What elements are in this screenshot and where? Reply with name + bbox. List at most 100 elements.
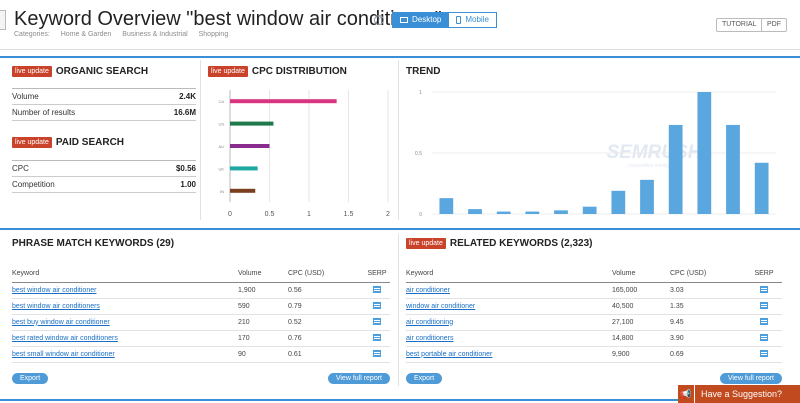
- column-header[interactable]: Volume: [238, 265, 288, 283]
- kv-row: Number of results 16.6M: [12, 105, 196, 121]
- related-keywords-title: live update RELATED KEYWORDS (2,323): [406, 236, 782, 250]
- table-row: air conditioning 27,100 9.45: [406, 314, 782, 331]
- keyword-link[interactable]: best portable air conditioner: [406, 350, 493, 358]
- desktop-button[interactable]: Desktop: [392, 12, 450, 28]
- table-header-row: Keyword Volume CPC (USD) SERP: [406, 265, 782, 283]
- table-row: air conditioner 165,000 3.03: [406, 282, 782, 299]
- suggestion-button[interactable]: 📢 Have a Suggestion?: [678, 385, 800, 403]
- column-header[interactable]: CPC (USD): [288, 265, 364, 283]
- live-update-badge[interactable]: live update: [208, 65, 248, 77]
- column-header[interactable]: Volume: [612, 265, 670, 283]
- live-update-badge[interactable]: live update: [12, 136, 52, 148]
- trend-bar: [582, 206, 597, 214]
- help-icon[interactable]: ?: [374, 15, 384, 25]
- cpc-bar: [230, 188, 256, 193]
- phone-icon: [456, 16, 462, 24]
- trend-bar: [668, 124, 683, 214]
- category-link[interactable]: Business & Industrial: [122, 31, 188, 38]
- column-header[interactable]: Keyword: [406, 265, 612, 283]
- serp-icon[interactable]: [760, 285, 768, 293]
- trend-bar: [554, 210, 568, 214]
- serp-icon[interactable]: [373, 285, 381, 293]
- section-divider: [0, 56, 800, 58]
- categories: Categories: Home & Garden Business & Ind…: [14, 31, 229, 38]
- monitor-icon: [400, 17, 408, 23]
- keyword-link[interactable]: best window air conditioners: [12, 302, 100, 310]
- x-tick-label: 2: [386, 211, 390, 218]
- keyword-link[interactable]: window air conditioner: [406, 302, 476, 310]
- keyword-link[interactable]: air conditioning: [406, 318, 454, 326]
- view-full-report-button[interactable]: View full report: [719, 373, 782, 384]
- table-row: best window air conditioner 1,900 0.56: [12, 282, 390, 299]
- live-update-badge[interactable]: live update: [406, 237, 446, 249]
- section-divider: [0, 228, 800, 230]
- column-header[interactable]: Keyword: [12, 265, 238, 283]
- section-divider: [0, 399, 800, 401]
- keyword-link[interactable]: best small window air conditioner: [12, 350, 115, 358]
- organic-paid-panel: live update ORGANIC SEARCH Volume 2.4K N…: [12, 64, 196, 204]
- keyword-link[interactable]: best buy window air conditioner: [12, 318, 110, 326]
- keyword-link[interactable]: air conditioner: [406, 286, 450, 294]
- trend-bar: [439, 198, 454, 214]
- export-button[interactable]: Export: [406, 373, 443, 384]
- cpc-distribution-chart: 0 0.5 1 1.5 2 CA US AU UK IN: [218, 90, 390, 218]
- serp-icon[interactable]: [373, 349, 381, 357]
- serp-icon[interactable]: [373, 317, 381, 325]
- category-label: UK: [218, 166, 224, 171]
- megaphone-icon: 📢: [678, 385, 695, 403]
- trend-bar: [640, 179, 654, 214]
- tutorial-button[interactable]: TUTORIAL: [716, 18, 763, 32]
- mobile-button[interactable]: Mobile: [449, 12, 497, 28]
- pdf-button[interactable]: PDF: [761, 18, 787, 32]
- paid-list: CPC $0.56 Competition 1.00: [12, 160, 196, 193]
- x-tick-label: 0.5: [265, 211, 275, 218]
- cpc-bar: [230, 144, 270, 148]
- serp-icon[interactable]: [760, 333, 768, 341]
- related-keywords-table: Keyword Volume CPC (USD) SERP air condit…: [406, 265, 782, 363]
- category-link[interactable]: Shopping: [198, 31, 229, 38]
- page-title: Keyword Overview "best window air condit…: [14, 8, 442, 30]
- serp-icon[interactable]: [373, 333, 381, 341]
- serp-icon[interactable]: [373, 301, 381, 309]
- column-separator: [200, 60, 201, 220]
- category-link[interactable]: Home & Garden: [60, 31, 112, 38]
- trend-bar: [697, 92, 712, 214]
- table-row: window air conditioner 40,500 1.35: [406, 298, 782, 315]
- column-header: SERP: [746, 265, 782, 283]
- organic-title: live update ORGANIC SEARCH: [12, 64, 196, 78]
- trend-bar: [468, 209, 482, 214]
- trend-bar: [611, 190, 626, 214]
- serp-icon[interactable]: [760, 317, 768, 325]
- serp-icon[interactable]: [760, 301, 768, 309]
- table-row: best window air conditioners 590 0.79: [12, 298, 390, 315]
- keyword-link[interactable]: air conditioners: [406, 334, 454, 342]
- cpc-bar: [230, 166, 258, 171]
- phrase-match-panel: PHRASE MATCH KEYWORDS (29) Keyword Volum…: [12, 236, 390, 386]
- keyword-link[interactable]: best rated window air conditioners: [12, 334, 118, 342]
- table-header-row: Keyword Volume CPC (USD) SERP: [12, 265, 390, 283]
- trend-bar: [726, 124, 740, 214]
- live-update-badge[interactable]: live update: [12, 65, 52, 77]
- table-row: best buy window air conditioner 210 0.52: [12, 314, 390, 331]
- serp-icon[interactable]: [760, 349, 768, 357]
- x-tick-label: 0: [228, 211, 232, 218]
- back-tab[interactable]: [0, 10, 6, 30]
- export-button[interactable]: Export: [12, 373, 49, 384]
- phrase-match-title: PHRASE MATCH KEYWORDS (29): [12, 237, 175, 249]
- cpc-distribution-panel: live update CPC DISTRIBUTION 0 0.5 1 1.5 2 CA…: [208, 64, 394, 222]
- column-header[interactable]: CPC (USD): [670, 265, 746, 283]
- semrush-watermark-sub: competitive intelligence: [628, 163, 680, 169]
- column-separator: [398, 60, 399, 220]
- phrase-match-table: Keyword Volume CPC (USD) SERP best windo…: [12, 265, 390, 363]
- trend-bar: [496, 211, 511, 214]
- kv-row: Volume 2.4K: [12, 89, 196, 105]
- column-separator: [398, 234, 399, 386]
- y-tick-label: 1: [419, 90, 422, 96]
- table-row: air conditioners 14,800 3.90: [406, 330, 782, 347]
- keyword-link[interactable]: best window air conditioner: [12, 286, 97, 294]
- view-full-report-button[interactable]: View full report: [327, 373, 390, 384]
- table-row: best portable air conditioner 9,900 0.69: [406, 346, 782, 363]
- organic-list: Volume 2.4K Number of results 16.6M: [12, 88, 196, 121]
- header: Keyword Overview "best window air condit…: [0, 0, 800, 50]
